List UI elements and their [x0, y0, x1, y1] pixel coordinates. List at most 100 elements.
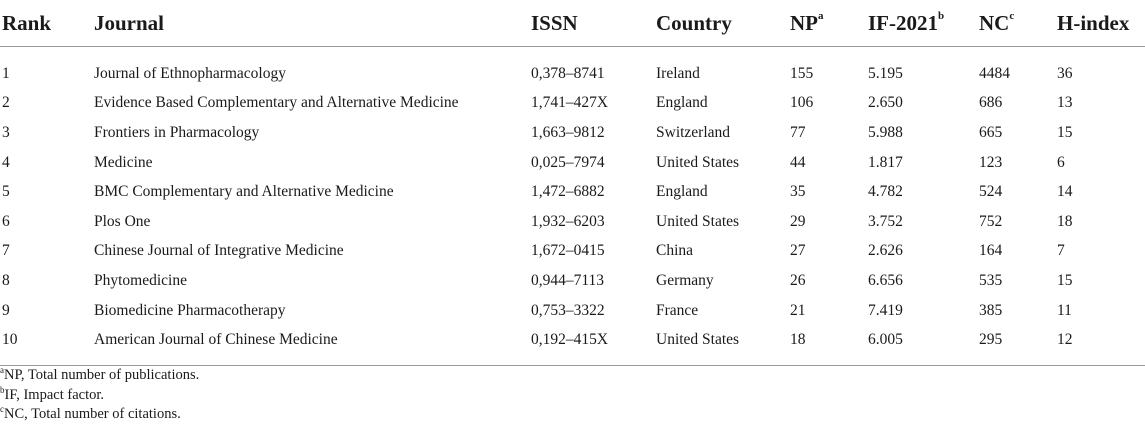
- table-row: 1 Journal of Ethnopharmacology 0,378–8741 I…: [0, 47, 1145, 89]
- header-journal: Journal: [94, 0, 531, 47]
- cell-if-2021: 5.988: [868, 123, 903, 141]
- cell-issn: 1,663–9812: [531, 123, 605, 141]
- footnote-text: IF, Impact factor.: [4, 386, 105, 403]
- header-if-2021: IF-2021b: [868, 0, 979, 47]
- header-country: Country: [656, 0, 790, 47]
- table-row: 6 Plos One 1,932–6203 United States 29 3.752 7…: [0, 207, 1145, 237]
- cell-np: 18: [790, 325, 868, 366]
- cell-country: Switzerland: [656, 123, 731, 141]
- cell-journal: Frontiers in Pharmacology: [94, 123, 260, 141]
- cell-h-index: 14: [1057, 183, 1073, 201]
- cell-np: 27: [790, 242, 806, 260]
- cell-country: Germany: [656, 271, 714, 289]
- table-row: 5 BMC Complementary and Alternative Medic…: [0, 177, 1145, 207]
- cell-journal: Plos One: [94, 212, 151, 230]
- cell-if-2021: 5.195: [868, 64, 903, 82]
- cell-nc: 665: [979, 123, 1003, 141]
- cell-issn: 0,025–7974: [531, 153, 605, 171]
- table-body: 1 Journal of Ethnopharmacology 0,378–8741 I…: [0, 47, 1145, 366]
- header-h-index: H-index: [1057, 0, 1145, 47]
- cell-journal: Medicine: [94, 153, 153, 171]
- cell-if-2021: 1.817: [868, 153, 903, 171]
- cell-np: 77: [790, 123, 806, 141]
- cell-country: England: [656, 183, 708, 201]
- cell-issn: 1,672–0415: [531, 242, 605, 260]
- cell-rank: 9: [2, 301, 10, 319]
- cell-h-index: 11: [1057, 301, 1072, 319]
- cell-nc: 752: [979, 212, 1003, 230]
- cell-h-index: 6: [1057, 153, 1065, 171]
- table-row: 10 American Journal of Chinese Medicine 0,…: [0, 325, 1145, 366]
- cell-h-index: 15: [1057, 271, 1073, 289]
- cell-h-index: 15: [1057, 123, 1073, 141]
- cell-nc: 535: [979, 271, 1003, 289]
- cell-nc: 295: [979, 325, 1057, 366]
- cell-h-index: 7: [1057, 242, 1065, 260]
- footnote-text: NP, Total number of publications.: [4, 367, 200, 383]
- header-if-footnote-mark: b: [938, 9, 945, 22]
- cell-if-2021: 2.650: [868, 94, 903, 112]
- cell-if-2021: 3.752: [868, 212, 903, 230]
- footnote-mark: b: [0, 384, 5, 395]
- header-np: NPa: [790, 0, 868, 47]
- cell-journal: Journal of Ethnopharmacology: [94, 64, 286, 82]
- journal-table-container: Rank Journal ISSN Country NPa IF-2021b N…: [0, 0, 1145, 366]
- header-row: Rank Journal ISSN Country NPa IF-2021b N…: [0, 0, 1145, 47]
- cell-if-2021: 6.656: [868, 271, 903, 289]
- footnote-mark: a: [0, 365, 4, 376]
- footnote-text: NC, Total number of citations.: [4, 406, 181, 422]
- cell-nc: 686: [979, 94, 1003, 112]
- table-row: 9 Biomedicine Pharmacotherapy 0,753–3322 Fr…: [0, 296, 1145, 326]
- table-footnotes: aNP, Total number of publications. bIF, I…: [0, 366, 199, 425]
- footnote: aNP, Total number of publications.: [0, 366, 199, 386]
- table-row: 7 Chinese Journal of Integrative Medicine…: [0, 237, 1145, 267]
- cell-rank: 8: [2, 271, 10, 289]
- cell-rank: 5: [2, 183, 10, 201]
- cell-nc: 4484: [979, 64, 1010, 82]
- cell-np: 21: [790, 301, 806, 319]
- cell-country: Ireland: [656, 64, 700, 82]
- cell-h-index: 18: [1057, 212, 1073, 230]
- cell-np: 44: [790, 153, 806, 171]
- cell-if-2021: 2.626: [868, 242, 903, 260]
- cell-if-2021: 4.782: [868, 183, 903, 201]
- cell-issn: 0,192–415X: [531, 325, 656, 366]
- cell-nc: 524: [979, 183, 1003, 201]
- cell-np: 106: [790, 94, 814, 112]
- cell-issn: 0,753–3322: [531, 301, 605, 319]
- cell-country: United States: [656, 153, 740, 171]
- cell-country: England: [656, 94, 708, 112]
- cell-country: France: [656, 301, 699, 319]
- footnote: bIF, Impact factor.: [0, 384, 199, 406]
- table-header: Rank Journal ISSN Country NPa IF-2021b N…: [0, 0, 1145, 47]
- header-nc-footnote-mark: c: [1009, 9, 1015, 22]
- journal-table: Rank Journal ISSN Country NPa IF-2021b N…: [0, 0, 1145, 366]
- cell-country: United States: [656, 212, 740, 230]
- cell-journal: American Journal of Chinese Medicine: [94, 325, 531, 366]
- footnote: cNC, Total number of citations.: [0, 405, 199, 425]
- cell-np: 29: [790, 212, 806, 230]
- cell-nc: 123: [979, 153, 1003, 171]
- cell-issn: 1,741–427X: [531, 94, 609, 112]
- cell-np: 155: [790, 64, 814, 82]
- table-row: 3 Frontiers in Pharmacology 1,663–9812 Swit…: [0, 118, 1145, 148]
- cell-nc: 164: [979, 242, 1003, 260]
- cell-journal: Chinese Journal of Integrative Medicine: [94, 242, 344, 260]
- cell-country: United States: [656, 325, 790, 366]
- cell-nc: 385: [979, 301, 1003, 319]
- cell-rank: 3: [2, 123, 10, 141]
- cell-if-2021: 7.419: [868, 301, 903, 319]
- cell-issn: 1,932–6203: [531, 212, 605, 230]
- cell-journal: Evidence Based Complementary and Alterna…: [94, 94, 459, 112]
- header-rank: Rank: [0, 0, 94, 47]
- cell-issn: 1,472–6882: [531, 183, 605, 201]
- header-nc: NCc: [979, 0, 1057, 47]
- table-row: 8 Phytomedicine 0,944–7113 Germany 26 6.656 53…: [0, 266, 1145, 296]
- cell-rank: 1: [2, 64, 10, 82]
- cell-rank: 2: [2, 94, 10, 112]
- cell-h-index: 36: [1057, 64, 1073, 82]
- cell-journal: Phytomedicine: [94, 271, 187, 289]
- header-issn: ISSN: [531, 0, 656, 47]
- cell-h-index: 13: [1057, 94, 1073, 112]
- cell-journal: Biomedicine Pharmacotherapy: [94, 301, 286, 319]
